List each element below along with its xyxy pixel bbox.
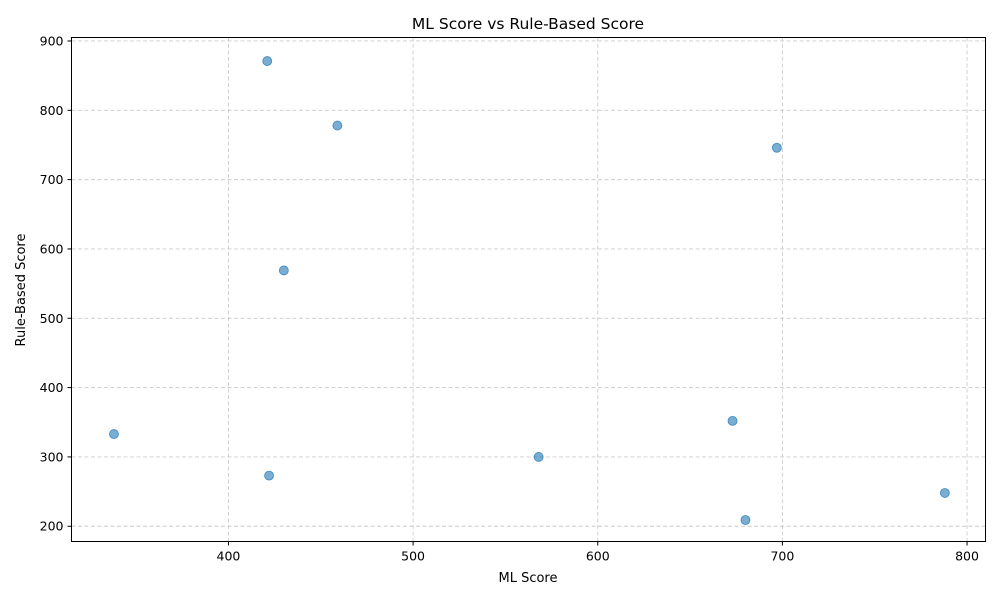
data-point — [771, 142, 782, 153]
data-point — [109, 429, 119, 439]
x-axis-ticks: 400 500 600 700 800 — [217, 541, 979, 564]
x-axis-label: ML Score — [498, 571, 557, 586]
y-tick-label: 300 — [40, 449, 64, 464]
y-axis-ticks: 200 300 400 500 600 700 800 900 — [40, 33, 72, 534]
chart-title: ML Score vs Rule-Based Score — [412, 15, 644, 33]
y-tick-label: 800 — [40, 103, 64, 118]
plot-frame — [71, 37, 986, 542]
x-tick-label: 400 — [217, 549, 241, 564]
data-point — [740, 515, 751, 525]
y-tick-label: 200 — [40, 519, 64, 534]
y-tick-label: 400 — [40, 380, 64, 395]
x-tick-label: 700 — [770, 549, 794, 564]
data-points — [109, 56, 950, 525]
data-point — [533, 452, 544, 462]
x-tick-label: 500 — [401, 549, 425, 564]
data-point — [262, 56, 273, 66]
y-tick-label: 700 — [40, 172, 64, 187]
grid — [71, 37, 986, 542]
data-point — [332, 120, 343, 131]
data-point — [939, 488, 950, 498]
y-tick-label: 900 — [40, 33, 64, 48]
data-point — [727, 415, 738, 426]
x-tick-label: 800 — [955, 549, 979, 564]
y-tick-label: 600 — [40, 241, 64, 256]
data-point — [278, 265, 289, 276]
data-point — [264, 470, 274, 481]
x-tick-label: 600 — [586, 549, 610, 564]
y-tick-label: 500 — [40, 311, 64, 326]
y-axis-label: Rule-Based Score — [14, 234, 29, 347]
